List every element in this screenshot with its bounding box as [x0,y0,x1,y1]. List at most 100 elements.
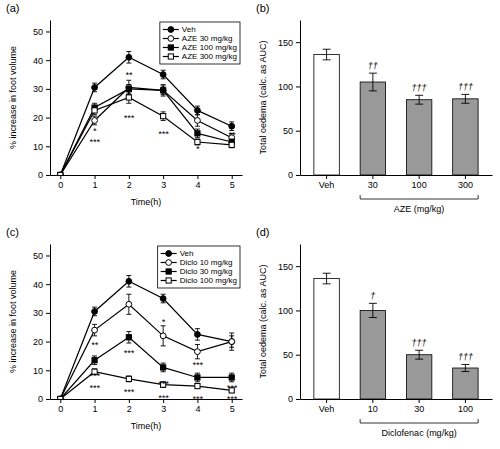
legend-label: Veh [182,25,196,34]
tick: 1 [93,175,98,190]
point [229,142,234,147]
tick-mark [60,399,61,403]
legend-label: AZE 300 mg/kg [182,52,237,61]
series-line [60,337,231,399]
annotation: ** [125,70,133,80]
series-line [60,89,231,175]
tick-label: 2 [127,180,132,190]
axis: 01020304050 [33,245,51,405]
y-axis-title: % increase in foot volume [8,270,18,373]
tick: 0 [38,170,50,180]
point [126,54,132,60]
point [92,85,98,91]
tick: 1 [93,399,98,414]
tick: 10 [33,366,50,376]
legend: VehDiclo 10 mg/kgDiclo 30 mg/kgDiclo 100… [158,246,240,288]
point [195,118,201,124]
annotation: *** [124,387,135,397]
annotation: *** [124,348,135,358]
legend: VehAZE 30 mg/kgAZE 100 mg/kgAZE 300 mg/k… [160,22,240,64]
annotation: *** [192,360,203,370]
point [126,95,131,100]
error-bar [161,112,166,121]
legend-symbol [166,260,172,266]
tick: 100 [278,82,300,92]
series-line [60,98,231,176]
tick-label: 10 [33,142,43,152]
error-bar [161,294,166,303]
tick-label: 150 [278,38,293,48]
point [58,396,63,399]
annotation: *** [158,393,169,403]
series-line [60,304,231,399]
legend-label: Diclo 30 mg/kg [180,267,233,276]
panel: 01234501020304050***********************… [6,226,243,431]
tick: 0 [58,175,63,190]
point [161,88,166,93]
point [195,349,201,355]
error-bar [323,273,331,284]
tick-mark [296,42,300,43]
tick-mark [296,86,300,87]
panel: 01234501020304050***************(a)% inc… [6,2,243,207]
panel-label: (d) [256,226,269,238]
annotation: ††† [458,82,473,92]
tick-label: 20 [33,337,43,347]
tick-mark [46,313,50,314]
annotation: * [161,317,165,327]
error-bar [461,94,469,103]
tick: Veh [319,399,335,414]
plot-area [57,52,234,175]
tick-mark [197,175,198,179]
bar [360,82,385,175]
error-bar [92,106,97,115]
annotation: *** [89,137,100,147]
point [160,87,166,93]
tick-mark [326,175,327,179]
series-line [60,57,231,175]
x-axis-title: Time(h) [131,421,162,431]
tick-mark [46,370,50,371]
plot-area [314,273,478,399]
tick-mark [372,175,373,179]
error-bar [126,52,131,63]
axis: 012345 [51,175,243,190]
legend-item: Diclo 30 mg/kg [161,267,233,276]
tick-label: 5 [230,180,235,190]
point [160,296,166,302]
tick: 0 [288,170,300,180]
tick-label: 1 [93,404,98,414]
legend-symbol [168,45,173,50]
error-bar [126,294,131,314]
tick-label: 4 [195,180,200,190]
point [92,108,97,113]
x-axis-title: Diclofenac (mg/kg) [382,428,457,438]
x-axis-title: AZE (mg/kg) [394,204,445,214]
legend-symbol [168,27,174,33]
annotation: *** [124,113,135,123]
error-bar [161,326,166,346]
point [57,172,63,175]
tick-mark [296,355,300,356]
legend-item: AZE 300 mg/kg [163,52,237,61]
error-bar [126,376,131,382]
tick-mark [372,399,373,403]
annotation: *** [89,371,100,381]
error-bar [195,373,200,382]
error-bar [195,129,200,138]
axis-line [301,399,493,400]
error-bar [195,115,200,126]
legend-box [158,246,240,288]
tick: 150 [278,262,300,272]
legend-symbol [166,269,171,274]
series-line [60,372,231,399]
axis: 01020304050 [33,21,51,181]
tick-mark [95,175,96,179]
point [126,301,132,307]
tick-mark [46,175,50,176]
tick-label: 30 [33,84,43,94]
bracket [360,419,478,423]
tick-label: 50 [283,350,293,360]
tick-label: 0 [288,170,293,180]
error-bar [126,332,131,343]
